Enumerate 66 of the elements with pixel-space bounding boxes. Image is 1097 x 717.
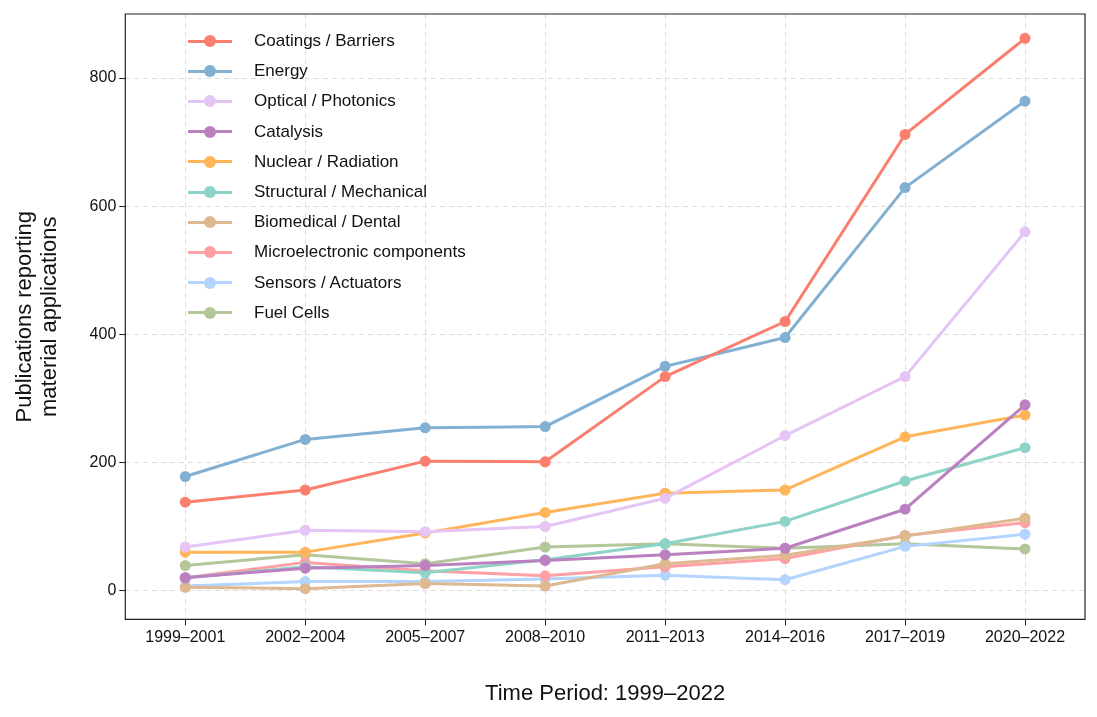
legend-label: Sensors / Actuators xyxy=(254,272,402,293)
point xyxy=(539,506,551,518)
point xyxy=(1019,32,1031,44)
legend-label: Catalysis xyxy=(254,121,323,142)
point xyxy=(539,541,551,553)
legend-label: Structural / Mechanical xyxy=(254,182,427,203)
point xyxy=(779,430,791,442)
x-tick-label: 2005–2007 xyxy=(385,628,466,646)
y-tick-label: 400 xyxy=(89,324,117,342)
point xyxy=(779,515,791,527)
point xyxy=(539,580,551,592)
point xyxy=(779,574,791,586)
point xyxy=(1019,95,1031,107)
point xyxy=(899,431,911,443)
point xyxy=(899,128,911,140)
legend-label: Optical / Photonics xyxy=(254,91,396,112)
point xyxy=(779,332,791,344)
point xyxy=(179,560,191,572)
point xyxy=(659,371,671,383)
point xyxy=(299,524,311,536)
y-tick-label: 600 xyxy=(89,196,117,214)
x-tick-label: 1999–2001 xyxy=(145,628,226,646)
legend-label: Microelectronic components xyxy=(254,242,466,263)
point xyxy=(299,484,311,496)
point xyxy=(899,371,911,383)
point xyxy=(779,484,791,496)
point xyxy=(1019,226,1031,238)
y-axis-title: Publications reporting material applications xyxy=(10,210,62,423)
point xyxy=(179,471,191,483)
y-tick-label: 0 xyxy=(107,580,117,598)
point xyxy=(899,475,911,487)
x-tick-label: 2014–2016 xyxy=(745,628,826,646)
legend-label: Energy xyxy=(254,61,308,82)
x-tick-label: 2008–2010 xyxy=(505,628,586,646)
point xyxy=(899,503,911,515)
y-tick-label: 200 xyxy=(89,452,117,470)
point xyxy=(179,496,191,508)
point xyxy=(299,583,311,595)
point xyxy=(539,521,551,533)
point xyxy=(419,422,431,434)
legend-label: Fuel Cells xyxy=(254,302,330,323)
x-axis-title: Time Period: 1999–2022 xyxy=(485,679,726,705)
point xyxy=(659,492,671,504)
point xyxy=(539,456,551,468)
point xyxy=(419,455,431,467)
legend-label: Biomedical / Dental xyxy=(254,212,401,233)
point xyxy=(539,421,551,433)
x-tick-label: 2017–2019 xyxy=(865,628,946,646)
point xyxy=(659,549,671,561)
point xyxy=(1019,543,1031,555)
point xyxy=(1019,409,1031,421)
legend-label: Coatings / Barriers xyxy=(254,31,395,52)
point xyxy=(179,541,191,553)
point xyxy=(1019,528,1031,540)
legend-label: Nuclear / Radiation xyxy=(254,151,399,172)
point xyxy=(899,182,911,194)
point xyxy=(659,360,671,372)
point xyxy=(299,433,311,445)
x-tick-label: 2002–2004 xyxy=(265,628,346,646)
point xyxy=(1019,512,1031,524)
point xyxy=(1019,442,1031,454)
point xyxy=(1019,399,1031,411)
x-tick-label: 2011–2013 xyxy=(625,628,705,646)
x-tick-label: 2020–2022 xyxy=(984,628,1066,646)
y-tick-label: 800 xyxy=(89,68,117,86)
point xyxy=(779,316,791,328)
